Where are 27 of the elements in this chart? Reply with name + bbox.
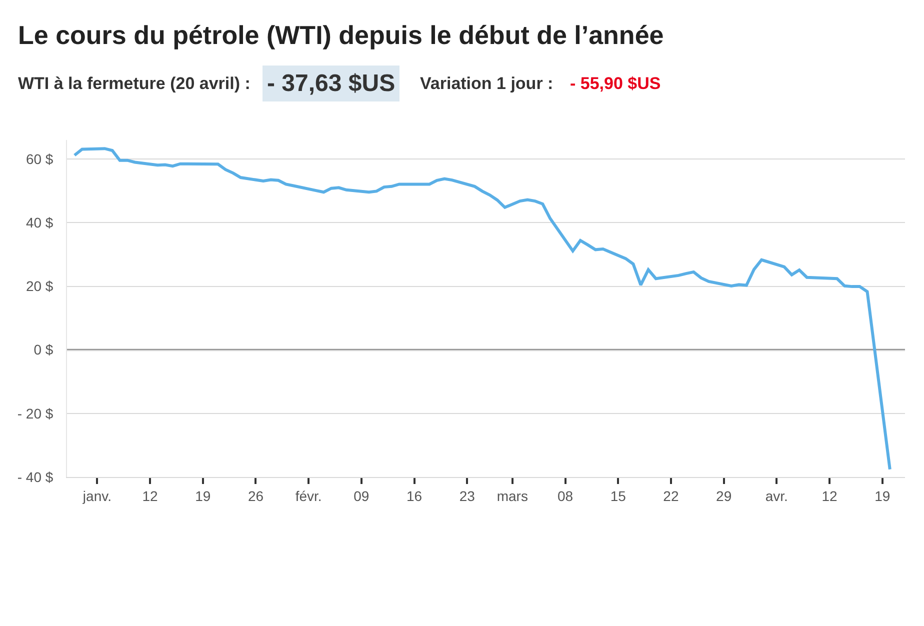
y-tick-label: 20 $	[26, 278, 54, 294]
x-tick-label: 16	[406, 488, 422, 504]
x-tick-label: févr.	[295, 488, 322, 504]
y-tick-label: 60 $	[26, 150, 54, 167]
text: - 55,90 $US	[570, 74, 661, 93]
text: - 37,63 $US	[267, 70, 396, 97]
chart-title: Le cours du pétrole (WTI) depuis le début de l’année	[18, 20, 664, 50]
x-tick-label: 12	[142, 488, 158, 504]
x-tick-label: 09	[354, 488, 370, 504]
y-tick-label: 40 $	[26, 214, 54, 231]
x-tick-label: 26	[248, 488, 264, 504]
x-tick-label: 15	[610, 488, 626, 504]
x-tick-label: 08	[557, 488, 574, 504]
chart-subtitle: WTI à la fermeture (20 avril) :	[18, 74, 250, 93]
x-tick-label: mars	[496, 488, 528, 504]
y-tick-label: - 20 $	[17, 405, 54, 422]
x-tick-label: 29	[716, 488, 732, 504]
x-tick-label: avr.	[765, 488, 788, 504]
text: Variation 1 jour :	[420, 74, 554, 93]
x-tick-label: 19	[874, 488, 890, 504]
x-tick-label: 22	[663, 488, 679, 504]
x-tick-label: 23	[459, 488, 476, 504]
y-tick-label: - 40 $	[17, 468, 54, 485]
x-tick-label: 12	[822, 488, 838, 504]
x-tick-label: janv.	[82, 488, 112, 504]
y-tick-label: 0 $	[34, 342, 54, 358]
x-tick-label: 19	[195, 488, 211, 504]
